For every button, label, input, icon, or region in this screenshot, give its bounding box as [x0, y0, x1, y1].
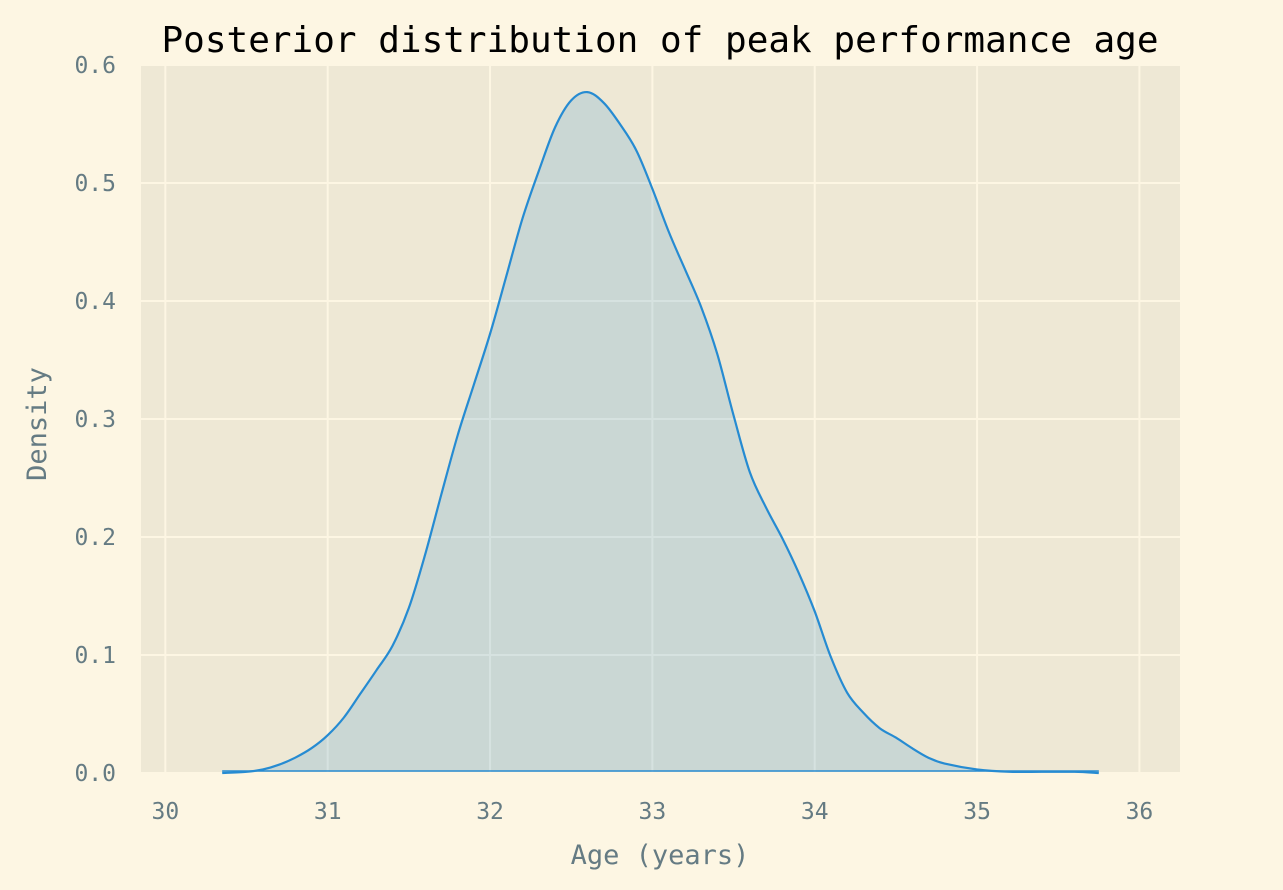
- grid-lines: [141, 64, 1180, 774]
- x-tick-label: 34: [801, 799, 829, 825]
- x-tick-label: 30: [152, 799, 180, 825]
- x-tick-label: 35: [963, 799, 991, 825]
- x-tick-label: 36: [1126, 799, 1154, 825]
- y-axis-label: Density: [22, 367, 53, 481]
- y-tick-label: 0.0: [74, 761, 116, 787]
- density-area: [222, 92, 1099, 773]
- chart-title: Posterior distribution of peak performan…: [162, 20, 1159, 61]
- x-tick-label: 33: [639, 799, 667, 825]
- density-curve: [222, 90, 1099, 775]
- x-axis-ticks: 30 31 32 33 34 35 36: [152, 799, 1154, 825]
- x-tick-label: 32: [476, 799, 504, 825]
- x-axis-label: Age (years): [571, 840, 750, 871]
- y-tick-label: 0.1: [74, 643, 116, 669]
- y-axis-ticks: 0.0 0.1 0.2 0.3 0.4 0.5 0.6: [74, 53, 116, 787]
- y-tick-label: 0.2: [74, 525, 116, 551]
- x-tick-label: 31: [314, 799, 342, 825]
- y-tick-label: 0.6: [74, 53, 116, 79]
- y-tick-label: 0.5: [74, 171, 116, 197]
- y-tick-label: 0.4: [74, 289, 116, 315]
- y-tick-label: 0.3: [74, 407, 116, 433]
